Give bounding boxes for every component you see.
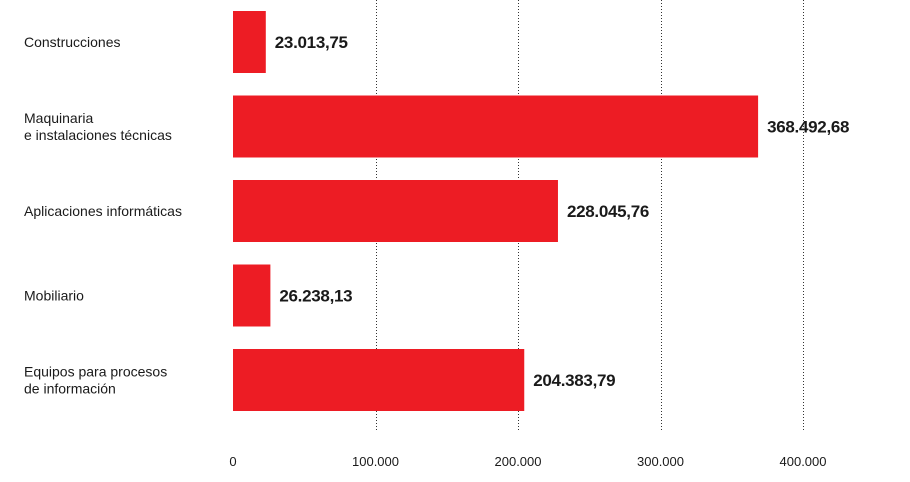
x-tick-label: 300.000 <box>637 454 684 469</box>
category-label-line: Construcciones <box>24 34 121 50</box>
bar <box>233 95 759 158</box>
value-label: 204.383,79 <box>533 371 615 390</box>
category-label-line: de información <box>24 381 116 397</box>
category-label: Construcciones <box>24 34 121 50</box>
category-label: Aplicaciones informáticas <box>24 203 182 219</box>
category-labels: Construcciones Maquinaria e instalaciones … <box>24 34 182 397</box>
category-label-line: e instalaciones técnicas <box>24 127 172 143</box>
category-label-line: Maquinaria <box>24 110 93 126</box>
value-labels: 23.013,75 368.492,68 228.045,76 26.238,13 20… <box>275 33 850 390</box>
bar <box>233 264 271 327</box>
value-label: 368.492,68 <box>767 118 849 137</box>
category-label: Equipos para procesos de información <box>24 364 167 397</box>
x-tick-label: 100.000 <box>352 454 399 469</box>
category-label: Maquinaria e instalaciones técnicas <box>24 110 172 143</box>
x-tick-label: 200.000 <box>495 454 542 469</box>
x-tick-label: 400.000 <box>780 454 827 469</box>
bar <box>233 11 266 73</box>
value-label: 26.238,13 <box>279 287 352 306</box>
x-axis-ticks: 0 100.000 200.000 300.000 400.000 <box>229 454 826 469</box>
category-label: Mobiliario <box>24 288 84 304</box>
category-label-line: Equipos para procesos <box>24 364 167 380</box>
bar <box>233 349 525 411</box>
x-tick-label: 0 <box>229 454 236 469</box>
value-label: 228.045,76 <box>567 202 649 221</box>
bars <box>233 11 759 411</box>
category-label-line: Mobiliario <box>24 288 84 304</box>
bar <box>233 180 558 242</box>
category-label-line: Aplicaciones informáticas <box>24 203 182 219</box>
value-label: 23.013,75 <box>275 33 348 52</box>
